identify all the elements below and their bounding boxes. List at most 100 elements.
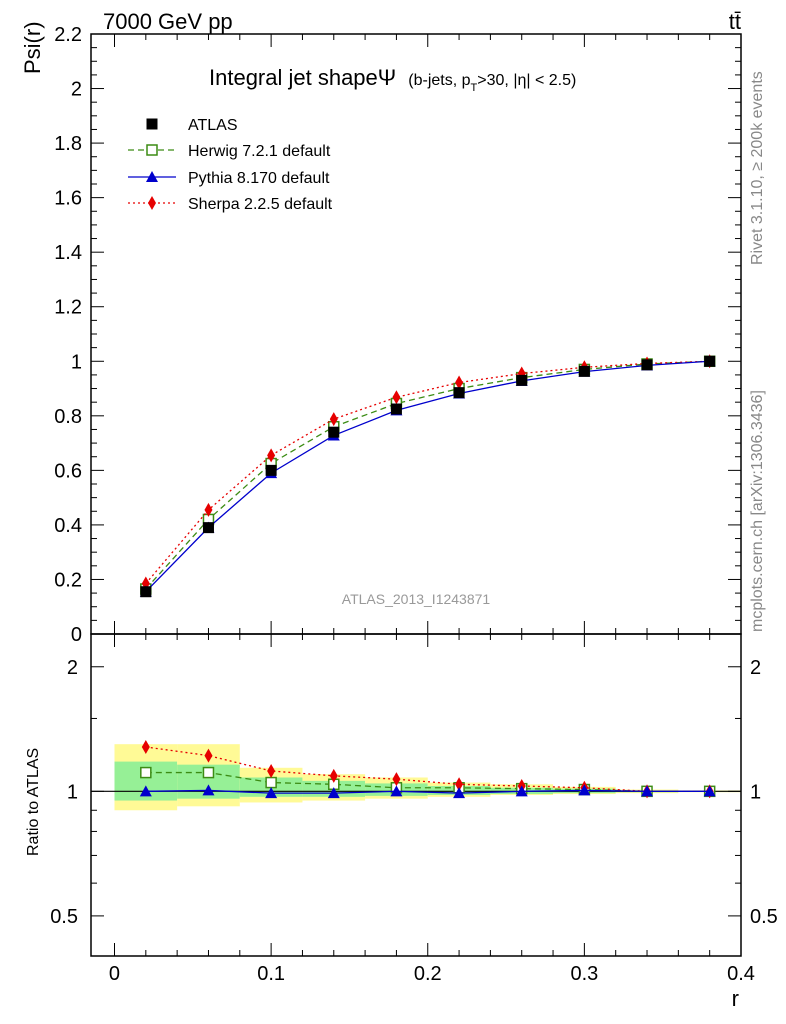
main-panel: 0 0.2 0.4 0.6 0.8 1 1.2 1.4 1.6 1.8 2 2.2 Psi(r) In… [20,21,742,646]
pythia-ratio-line [145,789,710,794]
sherpa-point [329,412,338,427]
sherpa-line [145,360,710,584]
pythia-ratio-point [578,784,591,796]
pythia-ratio-point [139,785,152,797]
legend-item-herwig: Herwig 7.2.1 default [128,143,331,160]
pythia-ratio-point [453,787,466,799]
main-ytick-label: 0.6 [54,460,82,482]
atlas-point [140,586,152,598]
legend-marker [148,196,156,210]
ratio-xtick-label: 0.1 [257,963,285,985]
pythia-ratio-point [327,787,340,799]
ratio-axis-ticks: 0 0.1 0.2 0.3 0.4 0.5 0.5 1 1 2 2 [50,634,778,985]
herwig-series [140,355,716,595]
pythia-series [139,355,716,597]
sherpa-ratio-point [141,739,150,754]
sherpa-ratio-line [145,746,710,792]
pythia-ratio-point [390,785,403,797]
main-ytick-label: 1.2 [54,297,82,319]
ratio-ytick-label-right: 1 [750,781,761,803]
legend-label: Herwig 7.2.1 default [188,143,331,160]
main-ytick-label: 1.8 [54,133,82,155]
atlas-point [202,522,214,534]
title-sub: (b-jets, p [408,72,470,89]
x-axis-label: r [732,986,739,1011]
title-sub-tail: >30, |η| < 2.5) [477,72,576,89]
sherpa-series [141,354,714,591]
sherpa-ratio-point [267,763,276,778]
herwig-ratio-point [140,766,152,779]
rivet-label: Rivet 3.1.10, ≥ 200k events [749,71,766,265]
main-ytick-label: 0.2 [54,569,82,591]
ratio-ytick-label-right: 0.5 [750,906,778,928]
pythia-line [145,360,710,593]
ratio-xtick-label: 0.3 [570,963,598,985]
main-ylabel: Psi(r) [20,21,45,74]
main-ytick-label: 0 [71,624,82,646]
legend-marker [146,118,158,130]
atlas-point [265,464,277,476]
sherpa-ratio-point [204,748,213,763]
legend-label: Sherpa 2.2.5 default [188,196,333,213]
main-ytick-label: 2.2 [54,24,82,46]
legend-item-atlas: ATLAS [146,117,238,134]
ratio-ytick-label-right: 2 [750,657,761,679]
ratio-ytick-label: 0.5 [50,906,78,928]
sherpa-point [455,375,464,390]
sherpa-ratio-point [329,768,338,783]
pythia-ratio-series [139,784,716,799]
pythia-ratio-point [703,785,716,797]
chart-title: Integral jet shapeΨ (b-jets, pT>30, |η| … [209,65,576,94]
sherpa-ratio-point [392,772,401,787]
atlas-series [140,355,716,598]
pythia-ratio-point [641,785,654,797]
legend-item-sherpa: Sherpa 2.2.5 default [128,196,333,213]
mcplots-label: mcplots.cern.ch [arXiv:1306.3436] [749,390,766,632]
title-sub-index: T [471,82,478,94]
legend-marker [146,171,158,182]
pythia-ratio-point [202,784,215,796]
main-ytick-label: 0.4 [54,515,82,537]
sherpa-point [204,502,213,517]
main-ytick-label: 2 [71,79,82,101]
pythia-ratio-point [265,787,278,799]
herwig-line [145,360,710,590]
ratio-ylabel: Ratio to ATLAS [25,748,42,856]
pythia-ratio-point [515,785,528,797]
ratio-xtick-label: 0 [109,963,120,985]
legend-item-pythia: Pythia 8.170 default [128,170,330,187]
title-main: Integral jet shapeΨ [209,65,396,90]
analysis-id: ATLAS_2013_I1243871 [342,591,491,607]
final-state-label: tt̄ [729,9,741,34]
atlas-point [453,387,465,399]
atlas-point [328,426,340,438]
process-label: 7000 GeV pp [103,9,233,34]
sherpa-point [267,448,276,463]
main-ytick-label: 0.8 [54,406,82,428]
legend-marker [146,144,158,156]
ratio-xtick-label: 0.4 [727,963,755,985]
atlas-point [641,359,653,371]
main-series-group [139,354,716,598]
sherpa-point [392,390,401,405]
herwig-ratio-point [265,776,277,789]
ratio-frame [90,633,742,957]
atlas-point [578,365,590,377]
herwig-ratio-point [202,766,215,779]
main-ytick-label: 1 [71,351,82,373]
ratio-series-group [91,739,741,799]
atlas-point [516,374,528,386]
main-ytick-label: 1.4 [54,242,82,264]
atlas-point [390,403,402,415]
legend: ATLAS Herwig 7.2.1 default Pythia 8.170 de… [128,117,333,213]
ratio-ytick-label: 1 [67,781,78,803]
ratio-xtick-label: 0.2 [414,963,442,985]
ratio-panel: 0 0.1 0.2 0.3 0.4 0.5 0.5 1 1 2 2 Ratio to ATLAS r [25,633,778,1011]
legend-label: Pythia 8.170 default [188,170,330,187]
legend-label: ATLAS [188,117,238,134]
ratio-ytick-label: 2 [67,657,78,679]
sherpa-ratio-point [455,777,464,792]
main-ytick-label: 1.6 [54,188,82,210]
main-axis-ticks: 0 0.2 0.4 0.6 0.8 1 1.2 1.4 1.6 1.8 2 2.2 [54,24,742,646]
atlas-point [704,355,716,367]
